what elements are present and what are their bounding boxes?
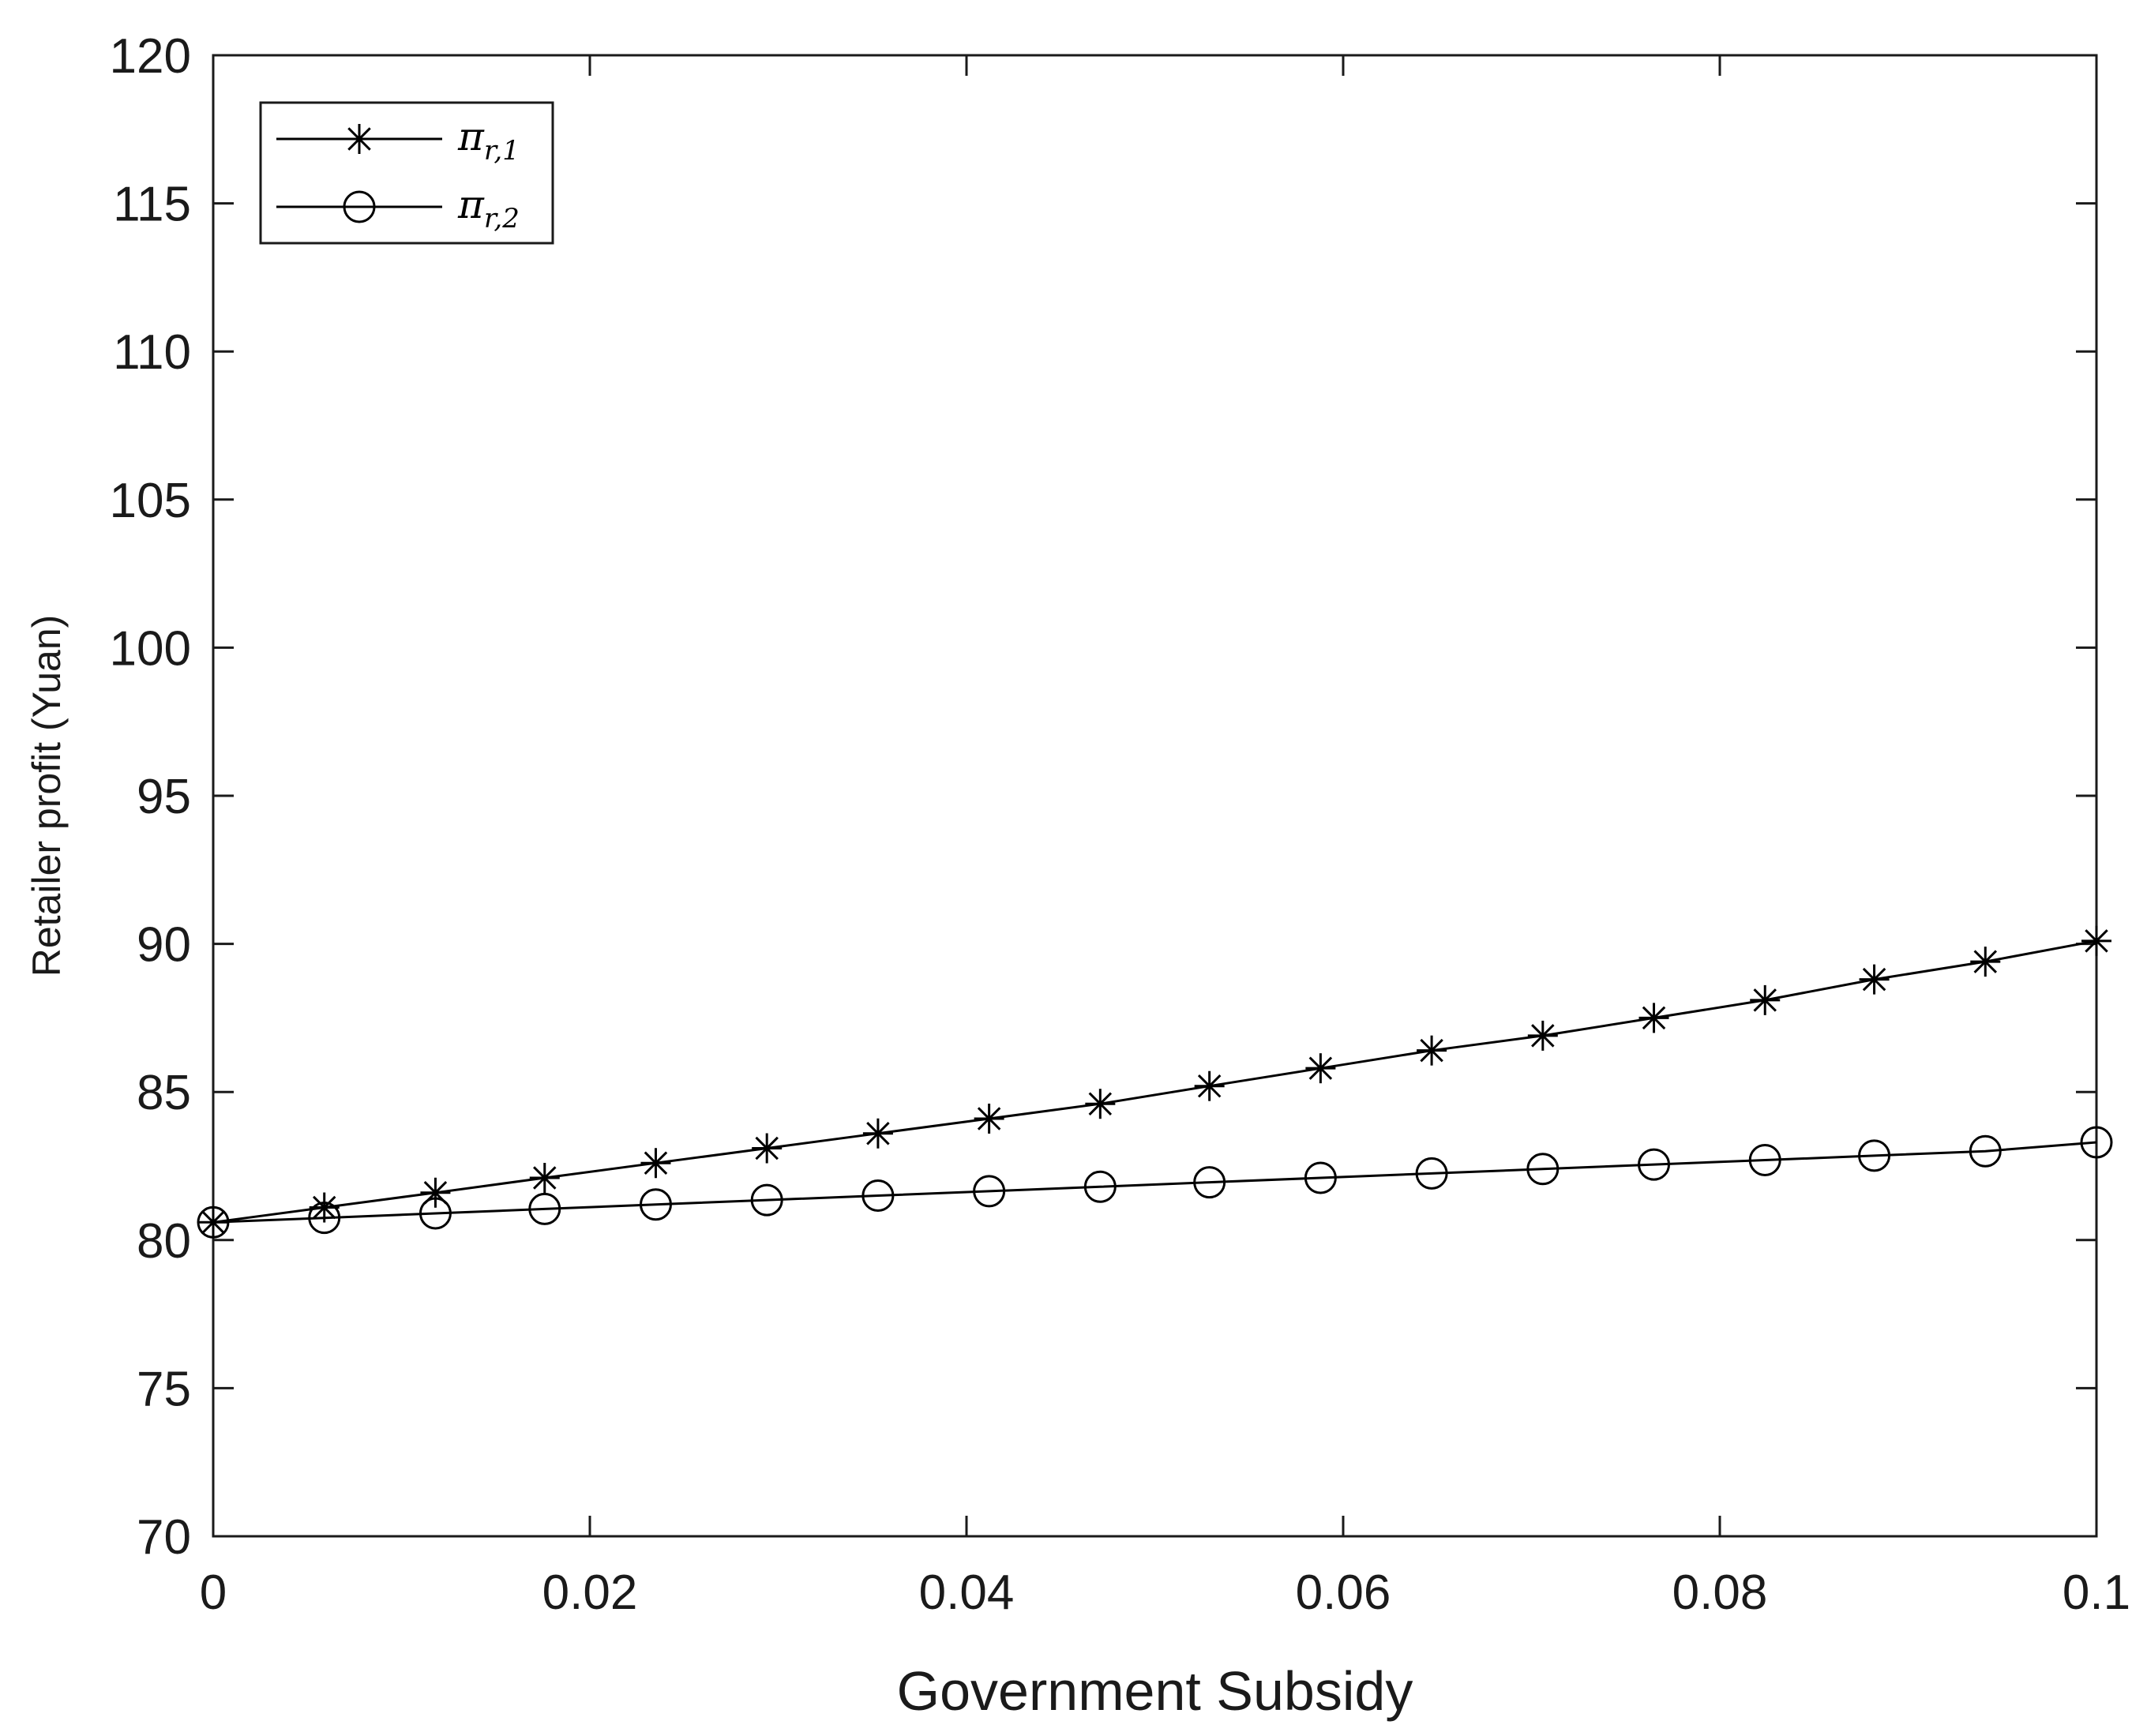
y-tick-label: 75 <box>137 1362 191 1416</box>
y-tick-labels: 70 75 80 85 90 95 100 105 110 115 120 <box>110 29 191 1565</box>
y-tick-label: 85 <box>137 1066 191 1120</box>
data-point <box>1417 1035 1447 1066</box>
x-tick-label: 0.1 <box>2063 1565 2130 1620</box>
x-tick-label: 0.04 <box>919 1565 1015 1620</box>
data-point <box>1969 1134 2002 1168</box>
y-tick-label: 95 <box>137 770 191 824</box>
x-tick-label: 0.02 <box>542 1565 638 1620</box>
legend-box <box>259 101 554 245</box>
series-layer <box>197 925 2113 1239</box>
x-tick-label: 0 <box>200 1565 227 1620</box>
data-point <box>1305 1053 1336 1084</box>
plot-area <box>212 54 2098 1538</box>
data-point <box>1527 1020 1558 1051</box>
legend-item-1: πr,1 <box>276 114 520 167</box>
y-tick-label: 110 <box>113 325 191 380</box>
data-point <box>529 1163 560 1194</box>
y-tick-label: 80 <box>137 1214 191 1269</box>
legend-label: πr,2 <box>457 182 520 234</box>
data-point <box>2081 925 2111 956</box>
series-line <box>212 1141 2097 1224</box>
data-point <box>1415 1157 1448 1190</box>
data-point <box>1083 1170 1117 1203</box>
data-point <box>862 1118 893 1149</box>
legend-marker <box>344 124 374 154</box>
data-point <box>974 1103 1004 1134</box>
series-2 <box>197 1126 2113 1239</box>
y-tick-label: 70 <box>137 1510 191 1565</box>
x-tick-labels: 0 0.02 0.04 0.06 0.08 0.1 <box>200 1565 2130 1620</box>
x-axis-label: Government Subsidy <box>897 1660 1413 1722</box>
data-point <box>1638 1003 1669 1033</box>
data-point <box>528 1192 561 1225</box>
data-point <box>1526 1153 1560 1186</box>
x-tick-label: 0.06 <box>1296 1565 1391 1620</box>
legend-label: πr,1 <box>457 114 520 167</box>
data-point <box>752 1133 783 1164</box>
data-point <box>419 1197 452 1230</box>
data-point <box>197 1205 230 1239</box>
series-1 <box>198 925 2111 1238</box>
data-point <box>2080 1126 2113 1159</box>
legend-item-2: πr,2 <box>276 182 520 234</box>
data-point <box>639 1188 672 1221</box>
data-point <box>1638 1148 1671 1181</box>
y-tick-label: 100 <box>110 621 191 676</box>
data-point <box>861 1179 895 1213</box>
data-point <box>640 1148 671 1179</box>
x-tick-label: 0.08 <box>1672 1565 1768 1620</box>
axis-ticks <box>212 54 2098 1538</box>
y-tick-label: 105 <box>110 474 191 528</box>
data-point <box>1085 1089 1116 1119</box>
y-axis-label: Retailer profit (Yuan) <box>24 615 69 977</box>
data-point <box>1970 947 2001 977</box>
data-point <box>1859 964 1890 995</box>
data-point <box>1193 1166 1226 1199</box>
data-point <box>750 1183 783 1217</box>
legend-marker <box>343 190 376 223</box>
y-tick-label: 90 <box>137 918 191 973</box>
data-point <box>1858 1139 1891 1172</box>
y-tick-label: 115 <box>113 178 191 232</box>
data-point <box>973 1175 1006 1208</box>
data-point <box>1748 1143 1781 1176</box>
legend: πr,1 πr,2 <box>259 101 554 245</box>
data-point <box>1304 1161 1337 1194</box>
data-point <box>1194 1070 1225 1101</box>
y-tick-label: 120 <box>110 29 191 84</box>
series-line <box>212 939 2097 1224</box>
data-point <box>308 1202 341 1235</box>
data-point <box>1750 984 1781 1015</box>
